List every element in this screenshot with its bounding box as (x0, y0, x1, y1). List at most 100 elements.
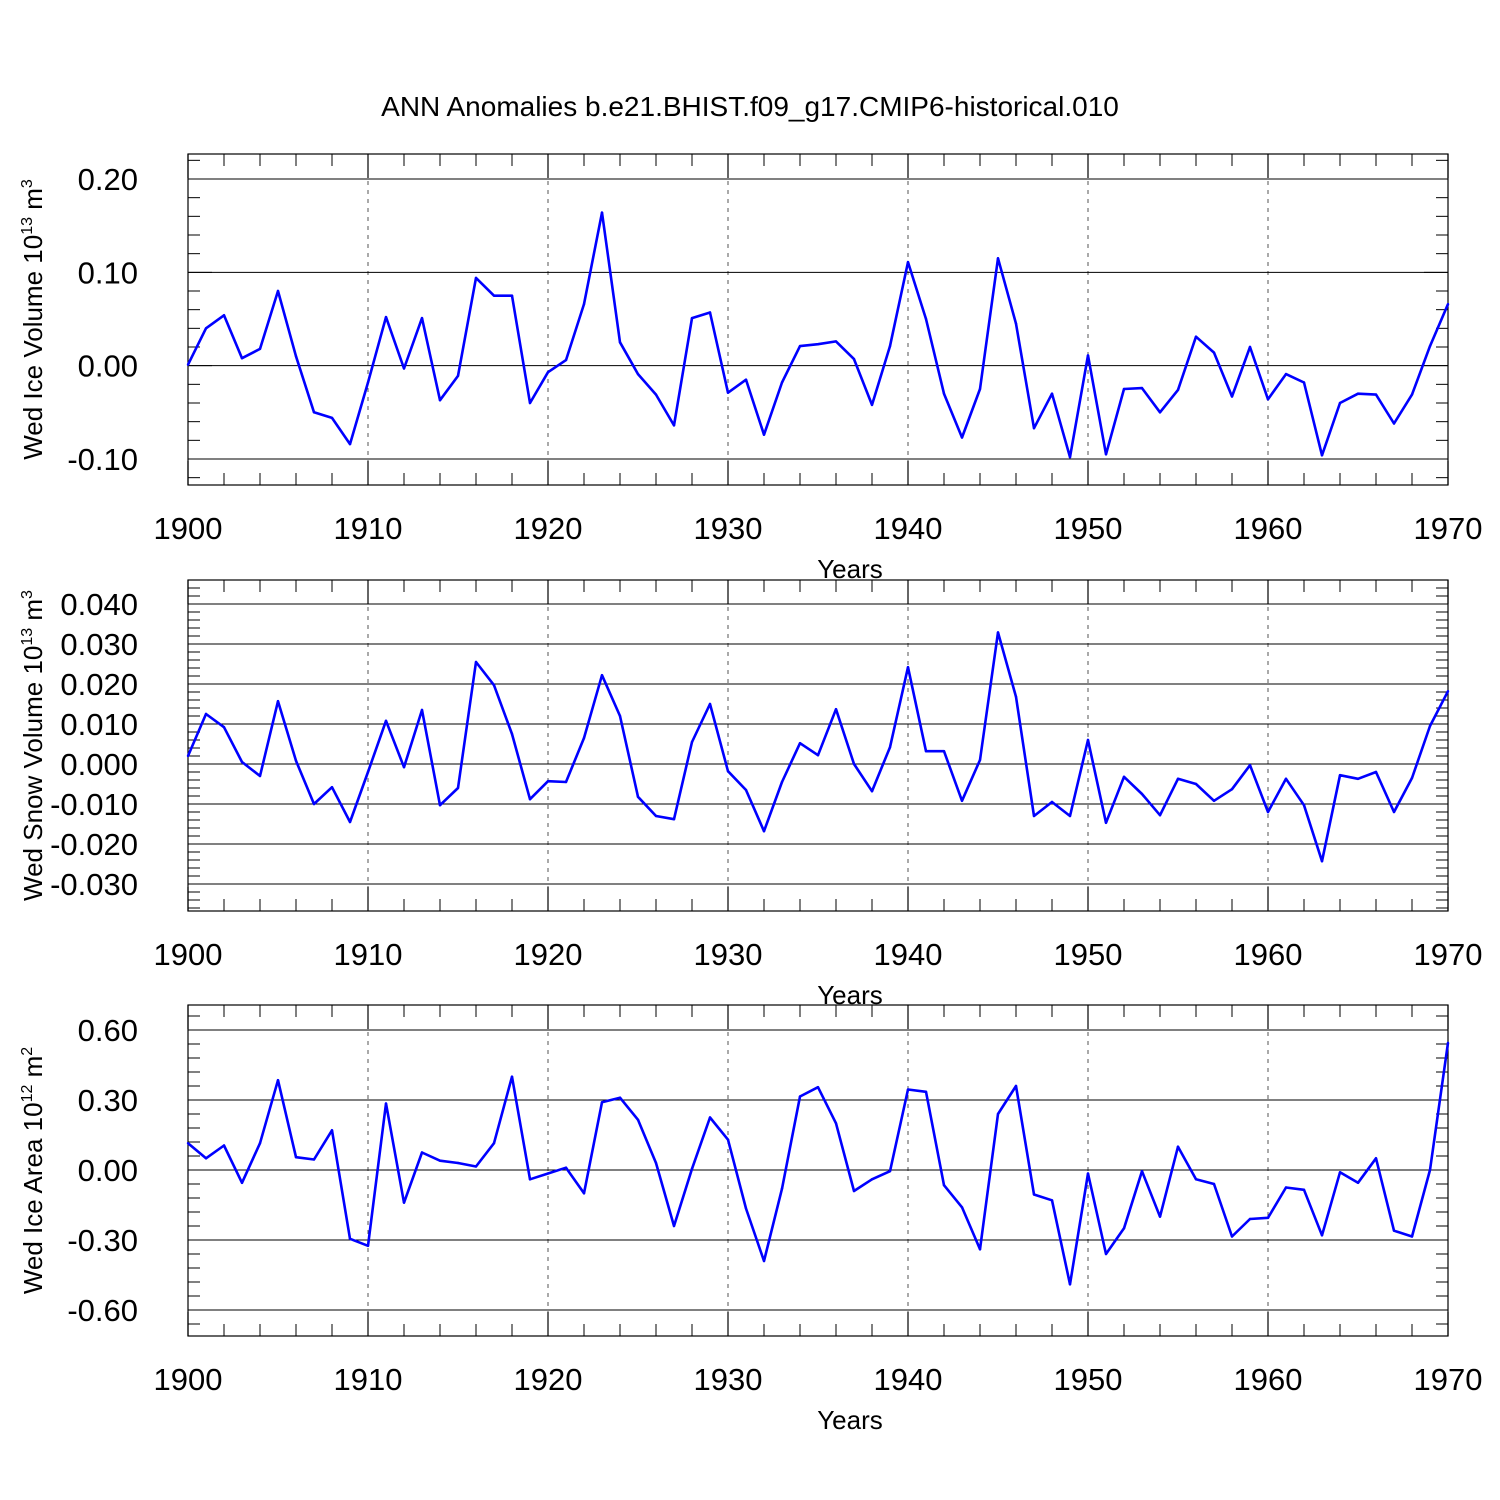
data-point (384, 719, 388, 722)
data-point (618, 341, 622, 344)
data-point (888, 746, 892, 749)
data-point (366, 770, 370, 774)
data-point (1284, 372, 1288, 376)
data-point (420, 1151, 424, 1154)
data-point (438, 1159, 442, 1162)
data-point (1212, 799, 1216, 802)
data-point (1266, 810, 1270, 814)
data-point (1212, 1182, 1216, 1186)
data-point (564, 358, 568, 362)
data-point (816, 754, 820, 757)
data-point (1374, 1157, 1378, 1160)
data-point (708, 1116, 712, 1119)
data-point (1230, 395, 1234, 398)
x-axis-label: Years (817, 554, 883, 584)
y-tick-label: -0.10 (67, 442, 138, 477)
data-point (1356, 392, 1360, 395)
x-tick-label: 1900 (154, 1362, 223, 1397)
data-point (1302, 381, 1306, 384)
y-tick-label: 0.10 (78, 255, 138, 290)
data-point (366, 1244, 370, 1248)
data-point (438, 399, 442, 402)
data-point (492, 294, 496, 297)
data-point (1068, 814, 1072, 818)
data-point (762, 433, 766, 436)
data-point (1320, 860, 1324, 863)
data-point (1320, 1234, 1324, 1237)
x-tick-label: 1930 (694, 937, 763, 972)
y-tick-label: 0.00 (78, 1153, 138, 1188)
x-tick-label: 1960 (1234, 937, 1303, 972)
x-tick-label: 1920 (514, 511, 583, 546)
data-point (492, 1141, 496, 1145)
data-point (1158, 1215, 1162, 1218)
data-point (1410, 1235, 1414, 1238)
data-point (1248, 345, 1252, 349)
data-point (1230, 1235, 1234, 1238)
panel-2: -0.030 -0.020 -0.010 0.000 0.010 0.020 0.030 0.… (18, 579, 1482, 1010)
data-point (204, 327, 208, 330)
data-point (1104, 1252, 1108, 1256)
data-point (924, 1090, 928, 1094)
data-point (1176, 388, 1180, 392)
plot-frame (187, 579, 1449, 912)
data-point (744, 1207, 748, 1210)
data-point (834, 708, 838, 711)
data-point (1122, 775, 1126, 778)
data-point (978, 758, 982, 762)
data-point (1428, 724, 1432, 728)
y-axis-label: Wed Snow Volume 1013 m3 (18, 590, 48, 901)
data-point (600, 211, 604, 214)
data-point (276, 1078, 280, 1082)
data-point (366, 381, 370, 384)
data-point (1176, 1145, 1180, 1148)
data-point (1392, 1229, 1396, 1232)
data-point (1086, 738, 1090, 742)
y-tick-label: -0.30 (67, 1223, 138, 1258)
data-point (240, 760, 244, 764)
data-point (312, 411, 316, 414)
data-point (564, 1166, 568, 1169)
data-point (330, 1129, 334, 1132)
data-point (402, 1201, 406, 1204)
data-point (798, 742, 802, 745)
data-point (258, 1141, 262, 1145)
data-point (690, 1167, 694, 1171)
data-point (240, 357, 244, 360)
data-point (474, 276, 478, 280)
data-point (204, 1157, 208, 1160)
data-point (1446, 302, 1450, 306)
data-point (798, 1095, 802, 1098)
data-point (1410, 776, 1414, 780)
x-axis-label: Years (817, 1405, 883, 1435)
data-point (708, 311, 712, 314)
y-tick-label: 0.30 (78, 1083, 138, 1118)
data-point (1032, 1193, 1036, 1196)
data-point (456, 786, 460, 790)
data-point (1374, 770, 1378, 774)
data-point (546, 780, 550, 783)
data-point (456, 374, 460, 378)
data-point (582, 302, 586, 306)
x-tick-label: 1940 (874, 511, 943, 546)
data-point (276, 289, 280, 293)
y-axis-label: Wed Ice Volume 1013 m3 (18, 179, 48, 460)
x-tick-label: 1910 (334, 1362, 403, 1397)
x-tick-label: 1940 (874, 937, 943, 972)
data-point (222, 1144, 226, 1147)
data-point (222, 314, 226, 317)
data-point (438, 804, 442, 807)
data-point (942, 392, 946, 395)
x-tick-label: 1970 (1414, 511, 1483, 546)
data-point (924, 317, 928, 321)
data-point (294, 1155, 298, 1159)
data-point (1140, 386, 1144, 390)
y-tick-label: 0.040 (60, 587, 138, 622)
data-point (1158, 411, 1162, 414)
data-point (1338, 401, 1342, 405)
data-point (852, 1189, 856, 1193)
data-point (492, 684, 496, 687)
data-point (402, 367, 406, 370)
y-tick-label: 0.20 (78, 162, 138, 197)
data-point (474, 660, 478, 664)
